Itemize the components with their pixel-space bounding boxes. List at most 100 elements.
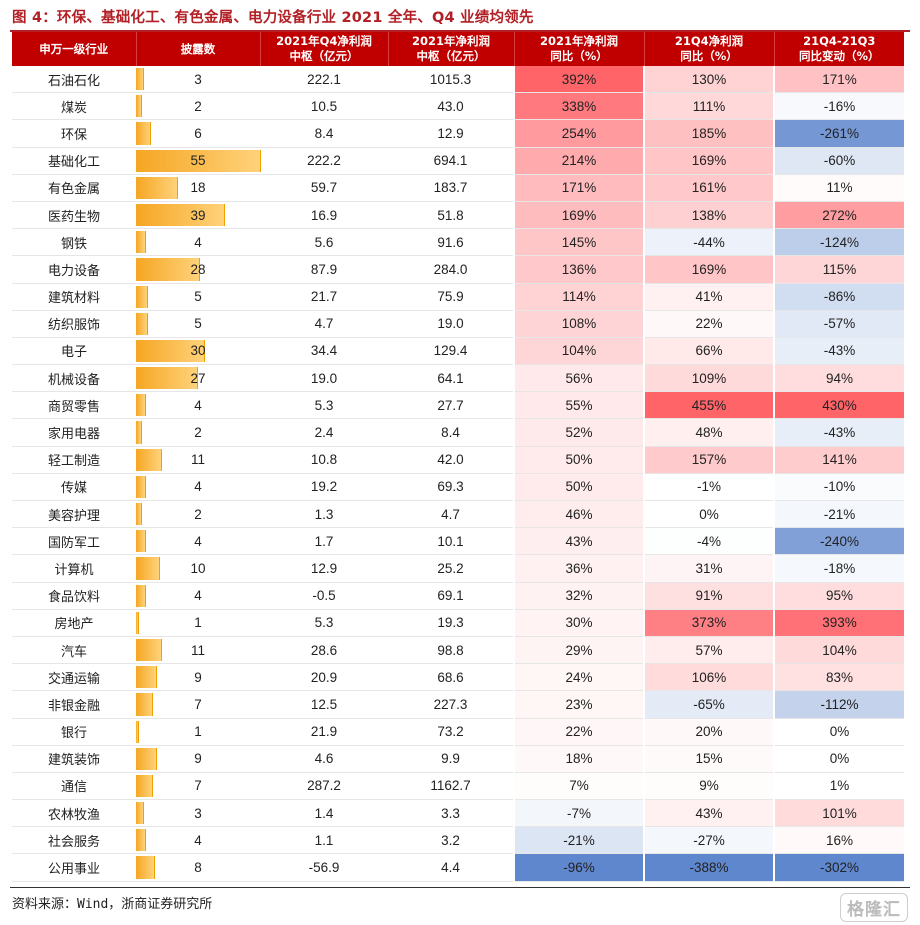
count-bar xyxy=(136,421,142,444)
qoq-change-cell: 95% xyxy=(773,582,904,610)
table-row: 公用事业 8 -56.9 4.4 -96% -388% -302% xyxy=(12,853,904,882)
qoq-change-cell: 101% xyxy=(773,799,904,828)
header-row: 申万一级行业 披露数 2021年Q4净利润 中枢（亿元） 2021年净利润 中枢（亿元） 2… xyxy=(12,32,904,66)
disclosure-count-cell: 8 xyxy=(136,853,260,882)
count-value: 7 xyxy=(194,696,202,712)
annual-profit-cell: 12.9 xyxy=(388,119,514,148)
table-row: 机械设备 27 19.0 64.1 56% 109% 94% xyxy=(12,364,904,393)
count-bar xyxy=(136,203,225,227)
qoq-change-cell: -57% xyxy=(773,310,904,338)
count-bar xyxy=(136,584,147,607)
q4-yoy-cell: -1% xyxy=(643,473,774,502)
count-bar xyxy=(136,367,198,390)
disclosure-count-cell: 3 xyxy=(136,66,260,94)
table-row: 基础化工 55 222.2 694.1 214% 169% -60% xyxy=(12,147,904,175)
q4-yoy-cell: -44% xyxy=(643,228,774,257)
industry-cell: 非银金融 xyxy=(12,690,136,719)
count-value: 28 xyxy=(190,261,206,277)
annual-profit-cell: 43.0 xyxy=(388,92,514,121)
industry-cell: 有色金属 xyxy=(12,174,136,202)
count-value: 4 xyxy=(194,588,202,604)
count-bar xyxy=(136,285,149,308)
annual-profit-cell: 1015.3 xyxy=(388,66,514,94)
qoq-change-cell: -124% xyxy=(773,228,904,257)
industry-cell: 轻工制造 xyxy=(12,446,136,474)
count-value: 11 xyxy=(190,452,205,468)
q4-yoy-cell: 157% xyxy=(643,446,774,474)
q4-yoy-cell: 130% xyxy=(643,66,774,94)
industry-cell: 房地产 xyxy=(12,609,136,637)
annual-yoy-cell: 52% xyxy=(513,418,644,447)
q4-yoy-cell: 15% xyxy=(643,745,774,773)
disclosure-count-cell: 28 xyxy=(136,255,260,284)
q4-yoy-cell: 48% xyxy=(643,418,774,447)
q4-profit-cell: -0.5 xyxy=(260,582,388,610)
disclosure-count-cell: 39 xyxy=(136,201,260,230)
disclosure-count-cell: 7 xyxy=(136,772,260,801)
annual-profit-cell: 183.7 xyxy=(388,174,514,202)
q4-yoy-cell: 9% xyxy=(643,772,774,801)
annual-yoy-cell: 55% xyxy=(513,391,644,420)
q4-profit-cell: 21.7 xyxy=(260,283,388,311)
disclosure-count-cell: 18 xyxy=(136,174,260,202)
annual-yoy-cell: -21% xyxy=(513,826,644,855)
column-header-line: 2021年Q4净利润 xyxy=(276,34,372,48)
disclosure-count-cell: 4 xyxy=(136,473,260,502)
qoq-change-cell: 430% xyxy=(773,391,904,420)
annual-profit-cell: 27.7 xyxy=(388,391,514,420)
count-bar xyxy=(136,856,156,879)
count-value: 4 xyxy=(194,479,202,495)
count-value: 3 xyxy=(194,805,202,821)
annual-profit-cell: 4.4 xyxy=(388,853,514,882)
annual-profit-cell: 19.0 xyxy=(388,310,514,338)
q4-yoy-cell: 22% xyxy=(643,310,774,338)
table-row: 有色金属 18 59.7 183.7 171% 161% 11% xyxy=(12,174,904,202)
table-row: 煤炭 2 10.5 43.0 338% 111% -16% xyxy=(12,92,904,121)
disclosure-count-cell: 4 xyxy=(136,228,260,257)
qoq-change-cell: 16% xyxy=(773,826,904,855)
count-value: 2 xyxy=(194,506,202,522)
count-bar xyxy=(136,95,142,118)
annual-profit-cell: 694.1 xyxy=(388,147,514,175)
annual-yoy-cell: 30% xyxy=(513,609,644,637)
source-note: 资料来源：Wind，浙商证券研究所 xyxy=(12,897,213,912)
table-row: 环保 6 8.4 12.9 254% 185% -261% xyxy=(12,119,904,148)
column-header: 申万一级行业 xyxy=(12,32,137,66)
annual-yoy-cell: 23% xyxy=(513,690,644,719)
annual-profit-cell: 10.1 xyxy=(388,527,514,556)
qoq-change-cell: -86% xyxy=(773,283,904,311)
count-value: 9 xyxy=(194,751,202,767)
annual-yoy-cell: 171% xyxy=(513,174,644,202)
table-row: 社会服务 4 1.1 3.2 -21% -27% 16% xyxy=(12,826,904,855)
qoq-change-cell: 83% xyxy=(773,663,904,692)
industry-cell: 煤炭 xyxy=(12,92,136,121)
industry-cell: 机械设备 xyxy=(12,364,136,393)
q4-profit-cell: 5.3 xyxy=(260,391,388,420)
annual-profit-cell: 64.1 xyxy=(388,364,514,393)
annual-yoy-cell: 104% xyxy=(513,337,644,366)
count-bar xyxy=(136,666,158,689)
count-bar xyxy=(136,475,147,498)
q4-profit-cell: 287.2 xyxy=(260,772,388,801)
annual-profit-cell: 129.4 xyxy=(388,337,514,366)
title-rule xyxy=(10,30,910,32)
q4-profit-cell: 10.8 xyxy=(260,446,388,474)
annual-yoy-cell: -7% xyxy=(513,799,644,828)
industry-cell: 银行 xyxy=(12,718,136,746)
annual-yoy-cell: -96% xyxy=(513,853,644,882)
table-row: 石油石化 3 222.1 1015.3 392% 130% 171% xyxy=(12,66,904,94)
annual-profit-cell: 73.2 xyxy=(388,718,514,746)
qoq-change-cell: 94% xyxy=(773,364,904,393)
annual-profit-cell: 3.2 xyxy=(388,826,514,855)
industry-cell: 石油石化 xyxy=(12,66,136,94)
annual-profit-cell: 1162.7 xyxy=(388,772,514,801)
annual-profit-cell: 42.0 xyxy=(388,446,514,474)
column-header-line: 披露数 xyxy=(180,41,216,56)
count-value: 27 xyxy=(190,370,206,386)
count-bar xyxy=(136,122,151,145)
annual-profit-cell: 227.3 xyxy=(388,690,514,719)
industry-cell: 建筑装饰 xyxy=(12,745,136,773)
count-bar xyxy=(136,176,178,199)
q4-profit-cell: 34.4 xyxy=(260,337,388,366)
annual-profit-cell: 4.7 xyxy=(388,500,514,529)
